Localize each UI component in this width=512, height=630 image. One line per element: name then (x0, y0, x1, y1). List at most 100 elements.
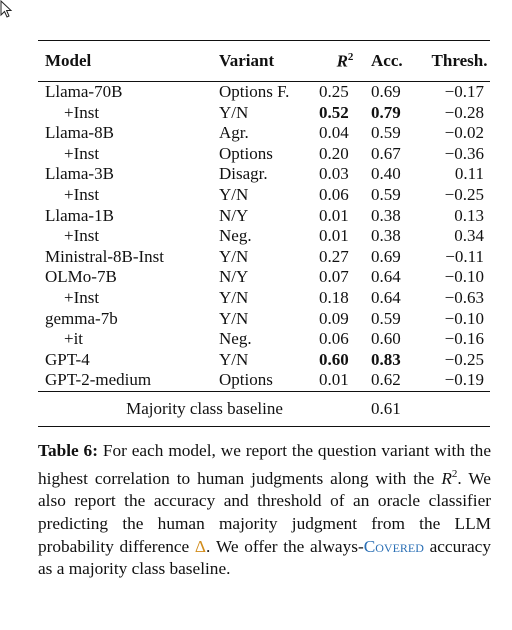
cell-acc: 0.59 (371, 308, 401, 328)
header-variant: Variant (219, 51, 275, 70)
covered-term: Covered (363, 536, 424, 556)
cell-acc: 0.64 (371, 267, 401, 287)
cell-acc: 0.64 (371, 287, 401, 307)
cell-thresh: −0.10 (444, 308, 484, 328)
caption-text-1: For each model, we report the question v… (38, 441, 491, 488)
cell-r2: 0.25 (319, 82, 349, 101)
baseline-row: Majority class baseline 0.61 (38, 391, 490, 427)
cell-model: GPT-2-medium (45, 370, 152, 390)
table-row: GPT-4 Y/N 0.60 0.83 −0.25 (38, 350, 490, 371)
cell-variant: N/Y (219, 205, 249, 225)
caption-label: Table 6: (38, 441, 98, 460)
cell-model: gemma-7b (45, 308, 118, 328)
cell-model: +it (64, 329, 84, 349)
table-row: GPT-2-medium Options 0.01 0.62 −0.19 (38, 370, 490, 391)
cell-thresh: −0.16 (444, 329, 484, 349)
cell-r2: 0.01 (319, 370, 349, 390)
table-row: +it Neg. 0.06 0.60 −0.16 (38, 329, 490, 350)
cell-r2: 0.06 (319, 329, 349, 349)
header-thresh: Thresh. (431, 51, 488, 70)
cell-thresh: −0.11 (445, 246, 484, 266)
table-caption: Table 6: For each model, we report the q… (38, 440, 491, 581)
cell-model: +Inst (64, 184, 100, 204)
cell-variant: Y/N (219, 184, 249, 204)
baseline-acc: 0.61 (371, 398, 401, 418)
cell-model: Llama-1B (45, 205, 114, 225)
cell-acc: 0.59 (371, 123, 401, 143)
table-row: Llama-70B Options F. 0.25 0.69 −0.17 (38, 82, 490, 103)
cell-thresh: 0.11 (454, 164, 484, 184)
cell-model: +Inst (64, 226, 100, 246)
cell-model: +Inst (64, 102, 100, 122)
header-r2: R2 (319, 41, 371, 82)
cell-r2: 0.09 (319, 308, 349, 328)
caption-r2-base: R (441, 468, 452, 488)
cell-acc: 0.40 (371, 164, 401, 184)
table-row: +Inst Y/N 0.18 0.64 −0.63 (38, 288, 490, 309)
cell-acc: 0.38 (371, 205, 401, 225)
mouse-pointer-icon (0, 0, 13, 18)
cell-thresh: −0.10 (444, 267, 484, 287)
cell-variant: N/Y (219, 267, 249, 287)
cell-variant: Options (219, 143, 273, 163)
cell-model: Llama-70B (45, 82, 123, 101)
cell-variant: Y/N (219, 349, 249, 369)
table-row: gemma-7b Y/N 0.09 0.59 −0.10 (38, 309, 490, 330)
cell-variant: Y/N (219, 102, 249, 122)
cell-acc: 0.83 (371, 349, 401, 369)
header-model: Model (45, 51, 92, 70)
table-row: +Inst Options 0.20 0.67 −0.36 (38, 144, 490, 165)
cell-r2: 0.04 (319, 123, 349, 143)
table-row: OLMo-7B N/Y 0.07 0.64 −0.10 (38, 267, 490, 288)
baseline-thresh (429, 391, 490, 426)
cell-acc: 0.38 (371, 226, 401, 246)
table-row: +Inst Neg. 0.01 0.38 0.34 (38, 226, 490, 247)
cell-thresh: −0.36 (444, 143, 484, 163)
cell-r2: 0.07 (319, 267, 349, 287)
table-row: +Inst Y/N 0.06 0.59 −0.25 (38, 185, 490, 206)
cell-variant: Neg. (219, 329, 252, 349)
cell-acc: 0.60 (371, 329, 401, 349)
caption-text-3: . We offer the always- (206, 536, 364, 556)
results-table: Model Variant R2 Acc. Thresh. Llama-70B O… (38, 40, 490, 427)
cell-r2: 0.01 (319, 205, 349, 225)
cell-model: OLMo-7B (45, 267, 117, 287)
cell-r2: 0.18 (319, 287, 349, 307)
cell-r2: 0.06 (319, 184, 349, 204)
cell-acc: 0.59 (371, 184, 401, 204)
cell-variant: Y/N (219, 246, 249, 266)
cell-thresh: −0.25 (444, 184, 484, 204)
cell-variant: Neg. (219, 226, 252, 246)
cell-r2: 0.01 (319, 226, 349, 246)
cell-model: +Inst (64, 143, 100, 163)
cell-r2: 0.60 (319, 349, 349, 369)
cell-thresh: −0.17 (444, 82, 484, 101)
cell-thresh: −0.25 (444, 349, 484, 369)
table-row: Llama-1B N/Y 0.01 0.38 0.13 (38, 206, 490, 227)
table-row: +Inst Y/N 0.52 0.79 −0.28 (38, 103, 490, 124)
cell-acc: 0.69 (371, 246, 401, 266)
cell-variant: Y/N (219, 308, 249, 328)
table-row: Llama-3B Disagr. 0.03 0.40 0.11 (38, 164, 490, 185)
table-body: Llama-70B Options F. 0.25 0.69 −0.17 +Inst Y/N… (38, 82, 490, 392)
cell-variant: Agr. (219, 123, 249, 143)
cell-variant: Y/N (219, 287, 249, 307)
cell-thresh: −0.28 (444, 102, 484, 122)
table-header-row: Model Variant R2 Acc. Thresh. (38, 40, 490, 82)
cell-variant: Options (219, 370, 273, 390)
cell-variant: Options F. (219, 82, 290, 101)
baseline-label: Majority class baseline (126, 398, 283, 418)
cell-model: GPT-4 (45, 349, 90, 369)
cell-variant: Disagr. (219, 164, 268, 184)
cell-thresh: −0.19 (444, 370, 484, 390)
caption-r2-exp: 2 (451, 467, 458, 480)
cell-acc: 0.79 (371, 102, 401, 122)
header-r2-exp: 2 (347, 50, 354, 63)
results-table-container: Model Variant R2 Acc. Thresh. Llama-70B O… (38, 40, 490, 427)
cell-acc: 0.69 (371, 82, 401, 101)
cell-thresh: −0.02 (444, 123, 484, 143)
cell-r2: 0.03 (319, 164, 349, 184)
cell-r2: 0.20 (319, 143, 349, 163)
delta-symbol: Δ (194, 536, 207, 556)
cell-thresh: 0.13 (454, 205, 484, 225)
